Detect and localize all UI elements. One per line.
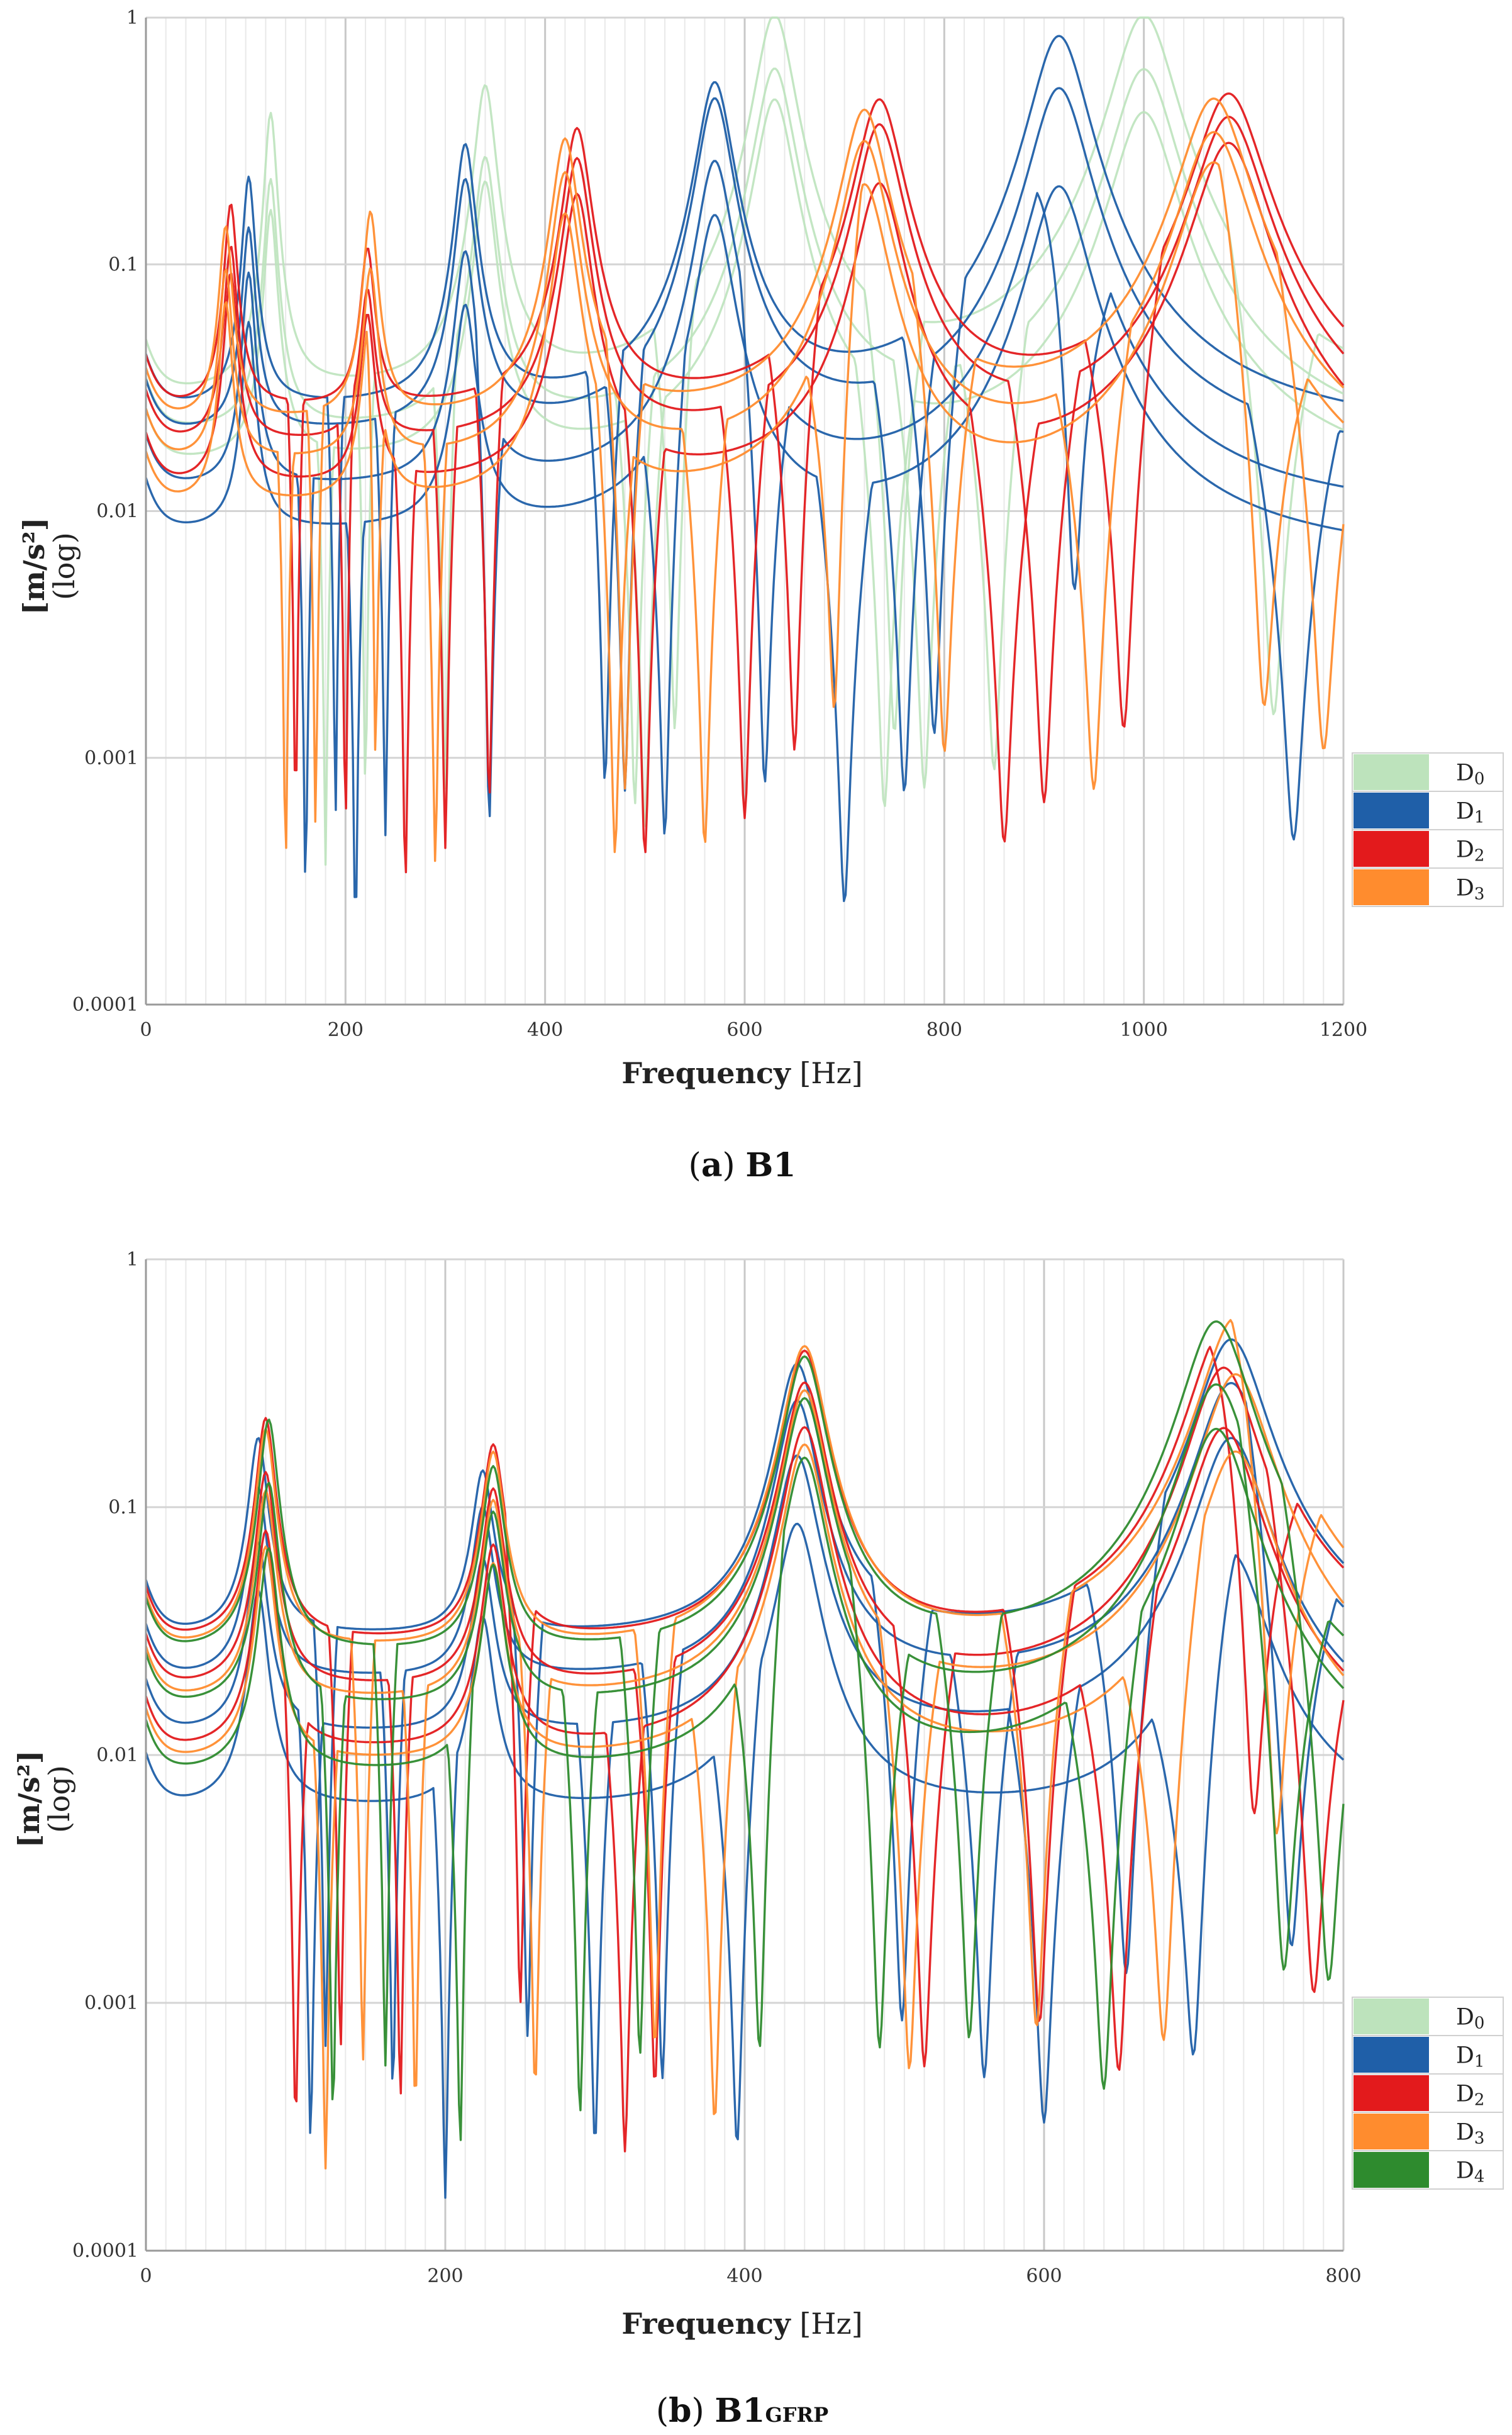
- chart-b-x-tick-label: 600: [1026, 2265, 1062, 2287]
- chart-a-x-axis-title: Frequency: [621, 1056, 791, 1090]
- chart-a-legend-label-D0: D0: [1456, 761, 1484, 789]
- chart-b-series-D4-10: [145, 1320, 1345, 2067]
- chart-a-legend-swatch-D1: [1354, 793, 1429, 828]
- chart-b-axes: [145, 1259, 1343, 2252]
- chart-a-series-D3-10: [145, 98, 1345, 823]
- chart-b-y-tick-label: 0.0001: [72, 2240, 138, 2262]
- chart-a-legend-label-D2: D2: [1456, 837, 1484, 866]
- chart-a-legend-swatch-D2: [1354, 831, 1429, 867]
- chart-a-legend-label-D3: D3: [1456, 876, 1484, 904]
- chart-b-legend-label-D0: D0: [1456, 2005, 1484, 2033]
- chart-b-legend-label-D2: D2: [1456, 2081, 1484, 2110]
- chart-b-series-D4-11: [145, 1383, 1345, 2112]
- chart-b-y-tick-labels: 0.0001 0.001 0.01 0.1 1: [72, 1249, 138, 2262]
- chart-b-y-tick-label: 1: [126, 1249, 138, 1271]
- chart-a-series-D2-9: [145, 142, 1345, 874]
- chart-a-x-tick-label: 400: [527, 1019, 563, 1041]
- chart-b-caption-subscript: GFRP: [765, 2403, 828, 2427]
- chart-b-y-axis-sublabel: (log): [42, 1765, 76, 1833]
- chart-a-x-tick-label: 1000: [1120, 1019, 1167, 1041]
- chart-a-series-D0-0: [145, 16, 1344, 775]
- chart-b-caption-letter: b: [669, 2392, 691, 2430]
- chart-a-series-D2-7: [145, 92, 1345, 794]
- chart-a-y-tick-label: 0.1: [108, 254, 138, 276]
- chart-b-series-D1-1: [145, 1382, 1345, 2080]
- chart-b-series-D2-5: [145, 1366, 1345, 2095]
- chart-a-series-D3-12: [145, 161, 1345, 854]
- chart-b-legend-swatch-D3: [1354, 2114, 1429, 2149]
- chart-a-series-D1-4: [145, 87, 1344, 841]
- chart-a-legend-swatch-D0: [1354, 754, 1429, 790]
- chart-b-x-tick-label: 400: [726, 2265, 762, 2287]
- chart-b-legend-swatch-D4: [1354, 2152, 1429, 2188]
- chart-a-legend: D0 D1 D2 D3: [1352, 752, 1504, 907]
- chart-b-legend-swatch-D0: [1354, 1998, 1429, 2034]
- chart-b-x-tick-label: 200: [427, 2265, 463, 2287]
- chart-a-legend-label-D1: D1: [1456, 799, 1484, 827]
- chart-a-x-tick-label: 600: [726, 1019, 762, 1041]
- chart-b-curves: [145, 1318, 1345, 2199]
- chart-b-legend-label-D1: D1: [1456, 2043, 1484, 2071]
- chart-a-series-D0-2: [145, 98, 1344, 866]
- chart-b-series-D2-6: [145, 1426, 1345, 2153]
- chart-a-y-tick-label: 0.0001: [72, 994, 138, 1016]
- chart-a-y-tick-label: 0.001: [84, 747, 138, 769]
- chart-b-x-axis-unit: [Hz]: [799, 2307, 862, 2341]
- chart-b-legend-swatch-D1: [1354, 2037, 1429, 2073]
- chart-b-series-D3-9: [145, 1443, 1345, 2170]
- chart-a-series-D2-8: [145, 116, 1345, 849]
- chart-b-y-tick-label: 0.1: [108, 1496, 138, 1518]
- chart-a-y-axis-sublabel: (log): [47, 532, 81, 600]
- chart-b-series-D4-12: [145, 1427, 1345, 2141]
- chart-a-legend-swatch-D3: [1354, 869, 1429, 905]
- chart-b-x-axis-label: Frequency [Hz]: [621, 2307, 862, 2341]
- chart-a-x-tick-label: 0: [140, 1019, 152, 1041]
- chart-a-series-D0-1: [145, 67, 1344, 805]
- chart-a-y-tick-label: 1: [126, 7, 138, 29]
- chart-b-x-tick-labels: 0 200 400 600 800: [140, 2265, 1361, 2287]
- chart-b-series-D3-7: [145, 1318, 1345, 2061]
- chart-b-y-tick-label: 0.001: [84, 1992, 138, 2014]
- chart-a-x-tick-label: 1200: [1320, 1019, 1367, 1041]
- chart-b-legend: D0 D1 D2 D3 D4: [1352, 1997, 1504, 2190]
- chart-a-x-tick-labels: 0 200 400 600 800 1000 1200: [140, 1019, 1367, 1041]
- chart-b-y-axis-unit: [m/s²]: [12, 1750, 46, 1847]
- chart-b-legend-label-D3: D3: [1456, 2120, 1484, 2148]
- chart-a-caption: (a) B1: [689, 1146, 796, 1184]
- chart-b-x-tick-label: 800: [1325, 2265, 1361, 2287]
- chart-a-series-D1-5: [145, 160, 1344, 873]
- chart-b-x-axis-title: Frequency: [621, 2307, 791, 2341]
- chart-a-caption-name: B1: [745, 1146, 796, 1184]
- chart-b-y-tick-label: 0.01: [96, 1744, 138, 1766]
- chart-a-axes: [145, 18, 1343, 1006]
- chart-b-legend-swatch-D2: [1354, 2075, 1429, 2111]
- chart-a-caption-letter: a: [701, 1146, 723, 1184]
- chart-a-x-axis-unit: [Hz]: [799, 1056, 862, 1090]
- chart-a-y-axis-unit: [m/s²]: [17, 517, 51, 615]
- chart-a-y-axis-label: [m/s²]: [17, 517, 51, 615]
- chart-b-caption-name: B1: [714, 2392, 765, 2430]
- chart-a-x-axis-label: Frequency [Hz]: [621, 1056, 862, 1090]
- chart-b-legend-label-D4: D4: [1456, 2158, 1484, 2187]
- chart-a-y-tick-labels: 0.0001 0.001 0.01 0.1 1: [72, 7, 138, 1016]
- chart-b-series-D3-8: [145, 1373, 1345, 2087]
- chart-a-x-tick-label: 200: [328, 1019, 364, 1041]
- chart-a-y-tick-label: 0.01: [96, 501, 138, 523]
- chart-a: 0.0001 0.001 0.01 0.1 1 0 200 400 600 800 1000 120…: [17, 7, 1504, 1184]
- chart-b-caption: (b) B1GFRP: [656, 2392, 828, 2430]
- chart-b-y-axis-label: [m/s²]: [12, 1750, 46, 1847]
- chart-b-x-tick-label: 0: [140, 2265, 152, 2287]
- chart-a-curves: [145, 16, 1345, 903]
- chart-a-series-D3-11: [145, 131, 1345, 862]
- chart-a-x-tick-label: 800: [926, 1019, 962, 1041]
- chart-b: 0.0001 0.001 0.01 0.1 1 0 200 400 600 800 [m/s²]…: [12, 1249, 1504, 2430]
